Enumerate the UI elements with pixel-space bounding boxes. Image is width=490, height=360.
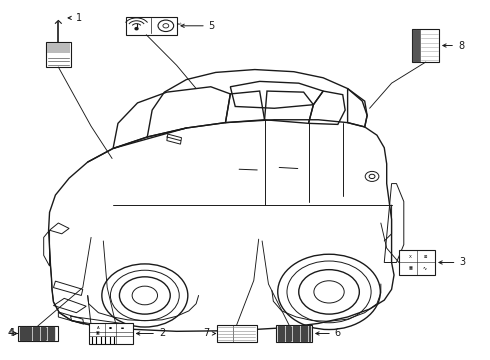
Bar bbox=[417, 31, 418, 60]
Bar bbox=[30, 327, 31, 339]
Bar bbox=[28, 327, 29, 339]
FancyBboxPatch shape bbox=[89, 323, 133, 344]
Bar bbox=[291, 326, 292, 341]
Bar bbox=[48, 327, 49, 339]
Circle shape bbox=[135, 28, 138, 30]
Text: ⊞: ⊞ bbox=[424, 255, 428, 259]
FancyBboxPatch shape bbox=[399, 250, 435, 275]
Bar bbox=[53, 327, 54, 339]
Bar bbox=[23, 327, 24, 339]
Bar bbox=[304, 326, 305, 341]
Text: 8: 8 bbox=[458, 41, 464, 50]
Bar bbox=[288, 326, 290, 341]
Text: 5: 5 bbox=[209, 21, 215, 31]
Text: ∿: ∿ bbox=[423, 265, 427, 270]
Bar bbox=[309, 326, 310, 341]
Text: A: A bbox=[97, 326, 99, 330]
Bar bbox=[278, 326, 279, 341]
FancyBboxPatch shape bbox=[125, 17, 177, 35]
Text: ▪▪: ▪▪ bbox=[121, 326, 124, 330]
Bar bbox=[47, 43, 70, 53]
Bar bbox=[286, 326, 287, 341]
Text: X: X bbox=[409, 255, 412, 259]
Bar bbox=[35, 327, 37, 339]
Bar bbox=[280, 326, 282, 341]
Bar bbox=[33, 327, 34, 339]
Bar bbox=[38, 327, 39, 339]
Text: 4: 4 bbox=[7, 328, 14, 338]
Bar bbox=[46, 327, 47, 339]
Text: ◼: ◼ bbox=[109, 326, 112, 330]
Text: 4: 4 bbox=[8, 328, 15, 338]
Text: ▣: ▣ bbox=[96, 332, 100, 336]
Bar bbox=[41, 327, 42, 339]
Bar bbox=[416, 31, 417, 60]
Text: 6: 6 bbox=[335, 328, 341, 338]
Bar bbox=[298, 326, 299, 341]
FancyBboxPatch shape bbox=[276, 325, 312, 342]
Bar bbox=[283, 326, 284, 341]
Bar bbox=[51, 327, 52, 339]
Text: ▦: ▦ bbox=[408, 266, 412, 270]
Bar bbox=[294, 326, 295, 341]
Bar bbox=[415, 31, 416, 60]
Bar bbox=[301, 326, 302, 341]
FancyBboxPatch shape bbox=[217, 325, 257, 342]
Text: 7: 7 bbox=[203, 328, 209, 338]
FancyBboxPatch shape bbox=[18, 326, 58, 341]
Text: 2: 2 bbox=[159, 328, 165, 338]
Text: 1: 1 bbox=[76, 13, 82, 23]
Bar bbox=[296, 326, 297, 341]
Text: cut: cut bbox=[176, 22, 182, 26]
Bar bbox=[306, 326, 307, 341]
FancyBboxPatch shape bbox=[46, 42, 71, 67]
Bar bbox=[20, 327, 22, 339]
Text: 3: 3 bbox=[459, 257, 466, 267]
FancyBboxPatch shape bbox=[413, 29, 439, 62]
Bar bbox=[43, 327, 45, 339]
Bar bbox=[25, 327, 27, 339]
